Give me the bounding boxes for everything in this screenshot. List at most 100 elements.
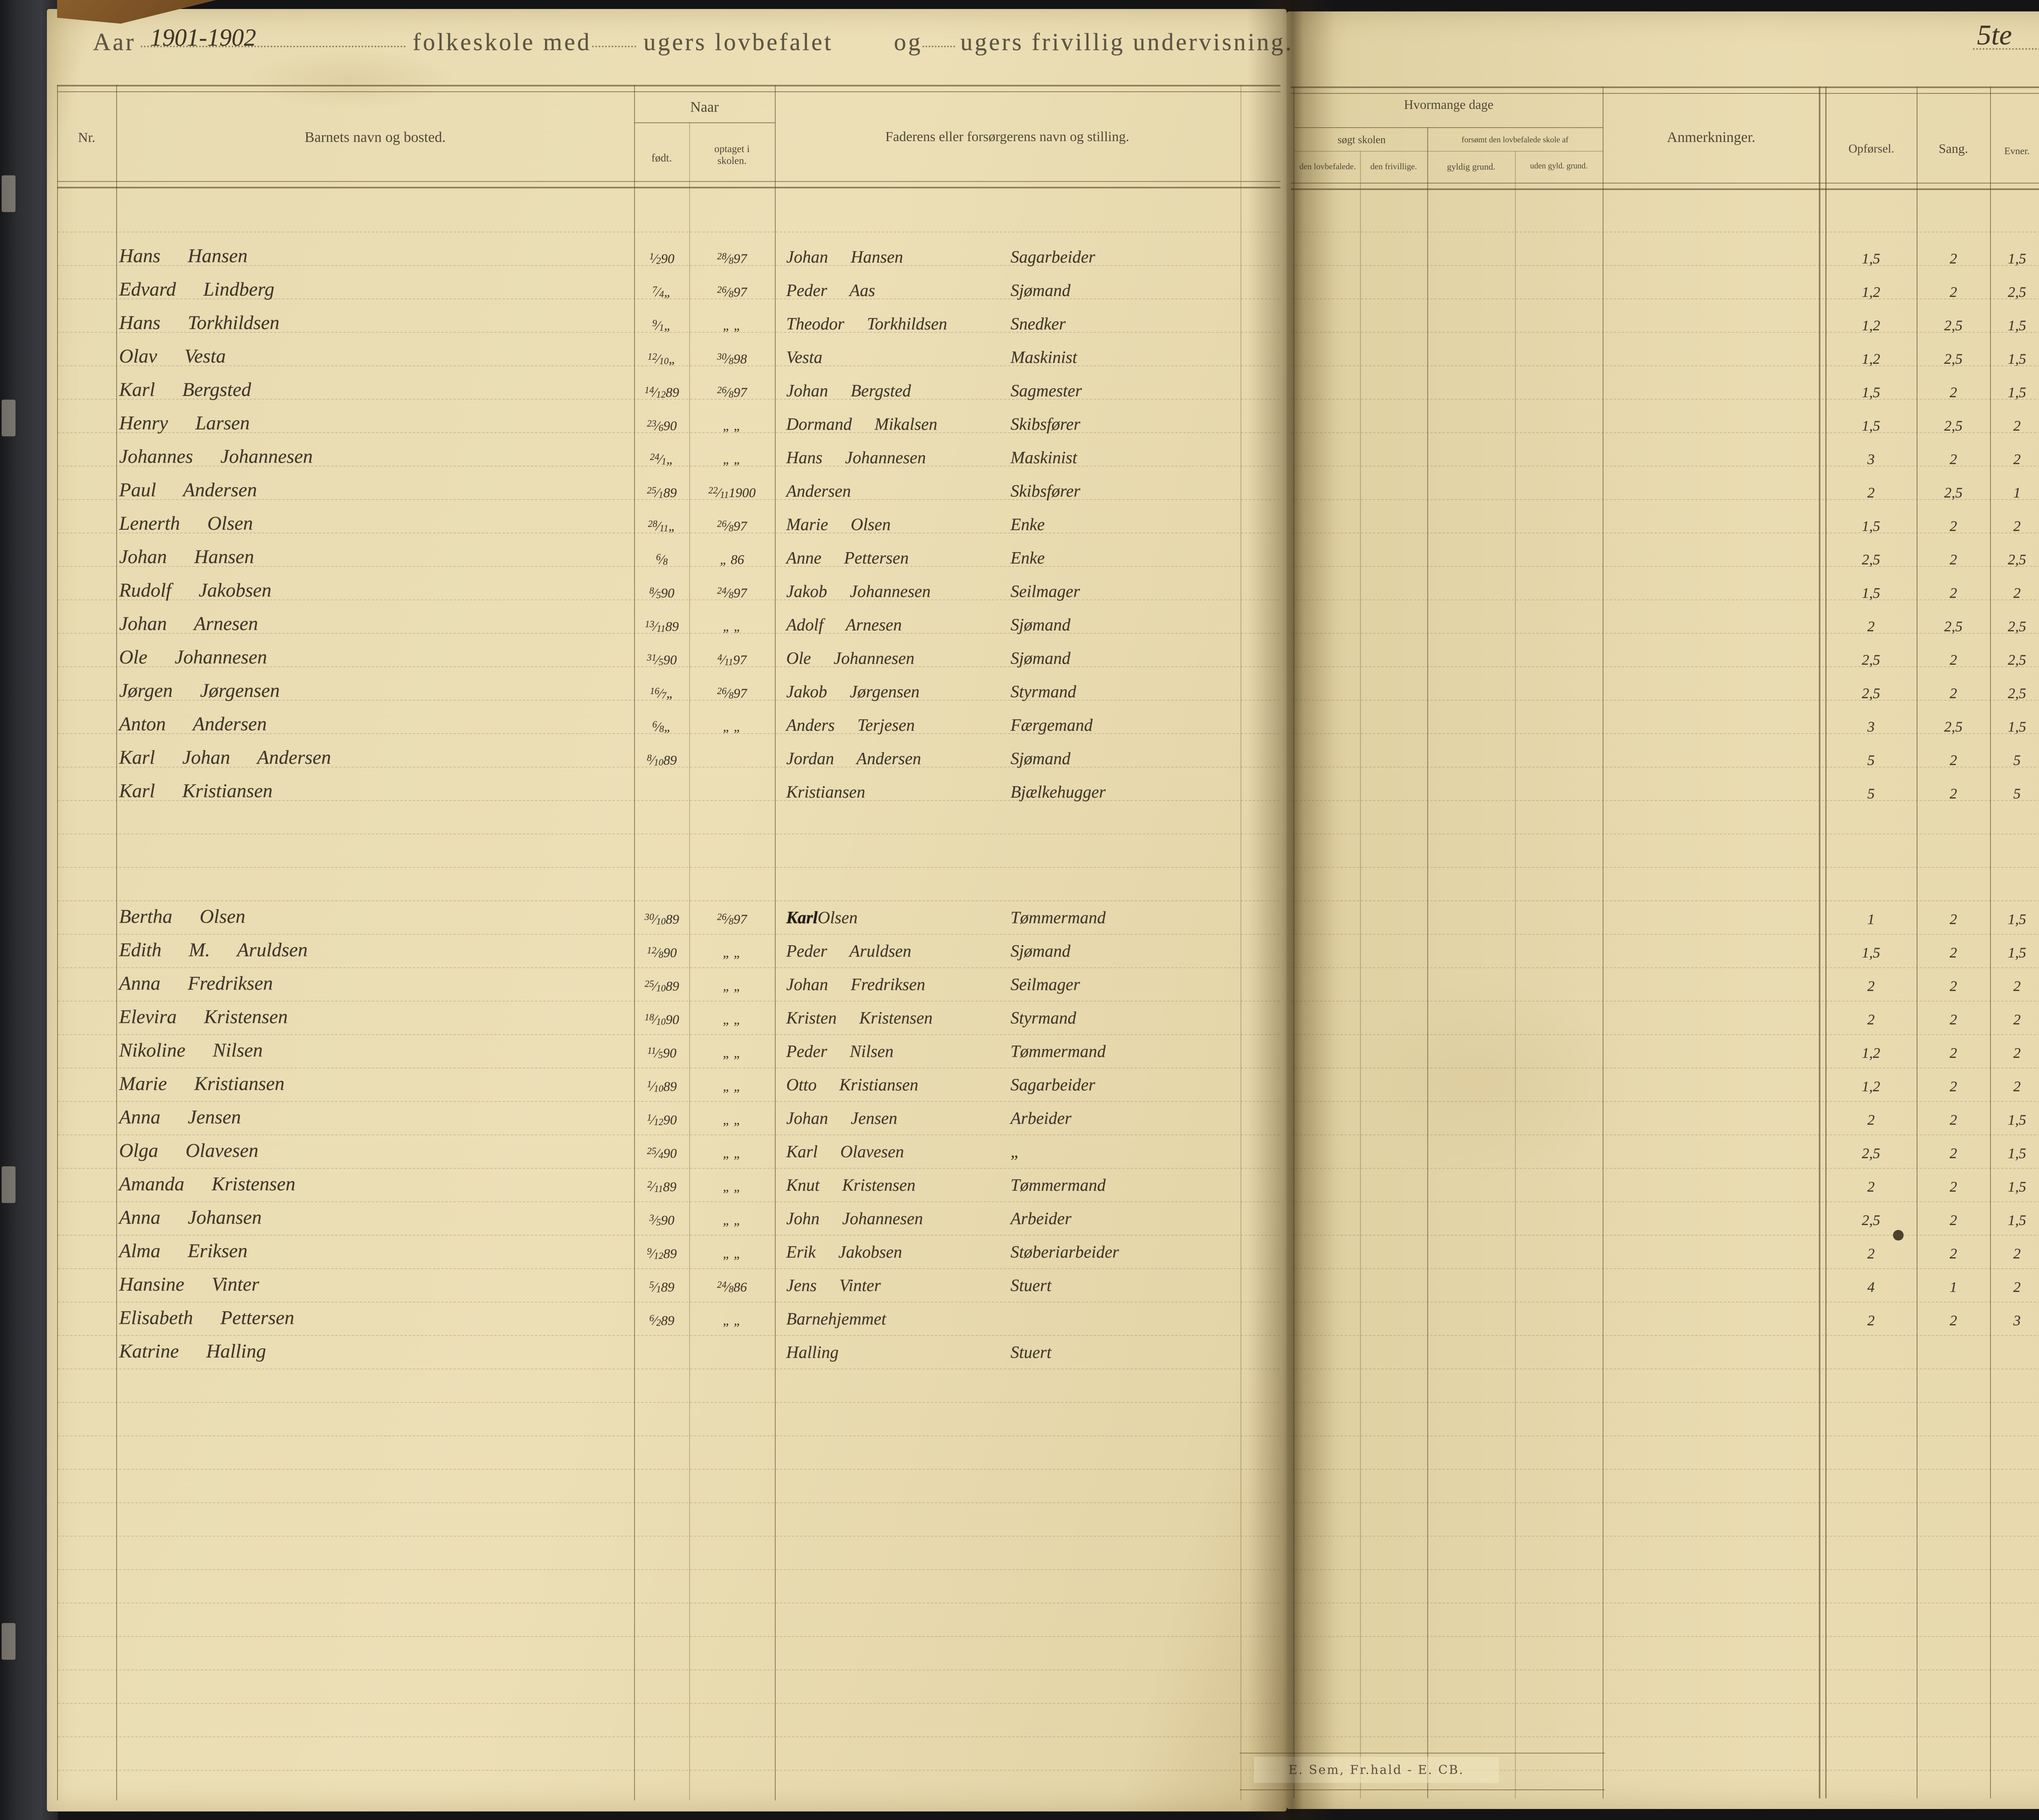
col-header-forsomt: forsømt den lovbefalede skole af [1461, 135, 1569, 144]
student-admitted: „ „ [723, 1013, 741, 1027]
student-name: Olga Olavesen [119, 1140, 259, 1161]
grade-evner: 1,5 [2008, 250, 2026, 267]
rule-line [58, 1001, 1280, 1002]
student-born: 24⁄1 „ [650, 451, 674, 467]
student-guardian-occupation: Skibsfører [1011, 482, 1081, 501]
student-admitted: „ „ [723, 946, 741, 960]
rule-line [1292, 1536, 2039, 1537]
student-guardian-occupation: Sjømand [1011, 750, 1070, 768]
grade-sang: 2 [1950, 1312, 1957, 1329]
student-guardian-occupation: Stuert [1011, 1343, 1052, 1362]
grade-sang: 2 [1950, 944, 1957, 961]
student-guardian: Marie Olsen [786, 515, 891, 534]
rule-line [1292, 1335, 2039, 1336]
student-guardian: Jens Vinter [786, 1276, 881, 1295]
rule-line [1292, 1469, 2039, 1470]
rule-line [1427, 127, 1428, 1798]
student-guardian-occupation: Seilmager [1011, 582, 1080, 601]
rule-line [1295, 151, 1603, 152]
grade-opforsel: 1,5 [1862, 250, 1880, 267]
grade-opforsel: 2 [1867, 978, 1875, 994]
rule-line [58, 1736, 1280, 1737]
col-header-nr: Nr. [78, 130, 95, 145]
rule-line [1291, 86, 2039, 88]
student-guardian: Jordan Andersen [786, 750, 921, 768]
rule-line [1292, 265, 2039, 266]
student-name: Bertha Olsen [119, 906, 245, 927]
grade-sang: 2,5 [1944, 618, 1963, 635]
rule-line [1292, 599, 2039, 600]
rule-line [1292, 1101, 2039, 1102]
grade-opforsel: 2 [1867, 1011, 1875, 1028]
student-born: 18⁄10 90 [644, 1012, 679, 1027]
year-value: 1901-1902 [150, 24, 256, 51]
rule-line [58, 1703, 1280, 1704]
student-guardian: Anders Terjesen [786, 716, 915, 735]
grade-evner: 5 [2013, 785, 2021, 802]
grade-evner: 2 [2013, 1045, 2021, 1061]
student-admitted: „ „ [723, 1247, 741, 1261]
student-admitted: „ „ [723, 720, 741, 734]
student-name: Paul Andersen [119, 479, 257, 501]
student-guardian-occupation: Sagarbeider [1011, 248, 1095, 267]
student-guardian: Johan Jensen [786, 1109, 898, 1128]
student-guardian-occupation: Seilmager [1011, 975, 1080, 994]
student-born: 25⁄4 90 [647, 1146, 677, 1161]
rule-line [58, 1569, 1280, 1570]
grade-sang: 2 [1950, 752, 1957, 768]
student-guardian: Knut Kristensen [786, 1176, 916, 1195]
rule-line [1291, 93, 2039, 94]
student-name: Elevira Kristensen [119, 1006, 288, 1028]
rule-line [58, 499, 1280, 500]
rule-line [1292, 1502, 2039, 1503]
rule-line [1292, 967, 2039, 968]
grade-sang: 2 [1950, 1245, 1957, 1262]
grade-opforsel: 2,5 [1862, 1145, 1880, 1161]
student-admitted: „ „ [723, 619, 741, 634]
rule-line [58, 1201, 1280, 1202]
rule-line [1825, 86, 1827, 1798]
grade-opforsel: 1,5 [1862, 585, 1880, 601]
student-admitted: 26⁄8 97 [717, 284, 747, 300]
grade-evner: 2,5 [2008, 685, 2026, 701]
ledger-page-right [1287, 11, 2039, 1809]
student-name: Karl Kristiansen [119, 780, 273, 802]
grade-sang: 2,5 [1944, 351, 1963, 367]
rule-line [58, 1335, 1280, 1336]
student-born: 1⁄2 90 [649, 251, 675, 266]
grade-opforsel: 2 [1867, 1179, 1875, 1195]
rule-line [58, 1235, 1280, 1236]
grade-sang: 2 [1950, 652, 1957, 668]
grade-evner: 3 [2013, 1312, 2021, 1329]
grade-sang: 2 [1950, 384, 1957, 400]
rule-line [1292, 1402, 2039, 1403]
student-born: 6⁄2 89 [649, 1313, 675, 1328]
rule-line [57, 187, 1280, 188]
student-admitted: „ „ [723, 318, 741, 333]
grade-opforsel: 2,5 [1862, 1212, 1880, 1228]
student-guardian: Johan Bergsted [786, 382, 911, 400]
student-name: Hans Torkhildsen [119, 312, 280, 334]
grade-opforsel: 1,2 [1862, 284, 1880, 300]
grade-opforsel: 4 [1867, 1279, 1875, 1295]
student-born: 2⁄11 89 [647, 1179, 677, 1194]
rule-line [58, 1034, 1280, 1035]
student-guardian-occupation: Tømmermand [1011, 909, 1106, 927]
student-guardian-occupation: Arbeider [1011, 1109, 1072, 1128]
student-name: Edith M. Aruldsen [119, 939, 308, 961]
rule-line [58, 733, 1280, 734]
grade-sang: 2 [1950, 551, 1957, 568]
rule-line [1292, 365, 2039, 366]
grade-sang: 2 [1950, 585, 1957, 601]
rule-line [1291, 183, 2039, 184]
dotted-line [141, 46, 406, 47]
student-guardian: Johan Fredriksen [786, 975, 925, 994]
student-guardian-occupation: Skibsfører [1011, 415, 1081, 434]
student-admitted: 26⁄8 97 [717, 385, 747, 400]
rule-line [58, 466, 1280, 467]
student-guardian-occupation: Sagarbeider [1011, 1076, 1095, 1095]
rule-line [58, 1636, 1280, 1637]
rule-line [1240, 1753, 1605, 1754]
rule-line [1292, 1435, 2039, 1436]
student-guardian: Johan Hansen [786, 248, 903, 267]
